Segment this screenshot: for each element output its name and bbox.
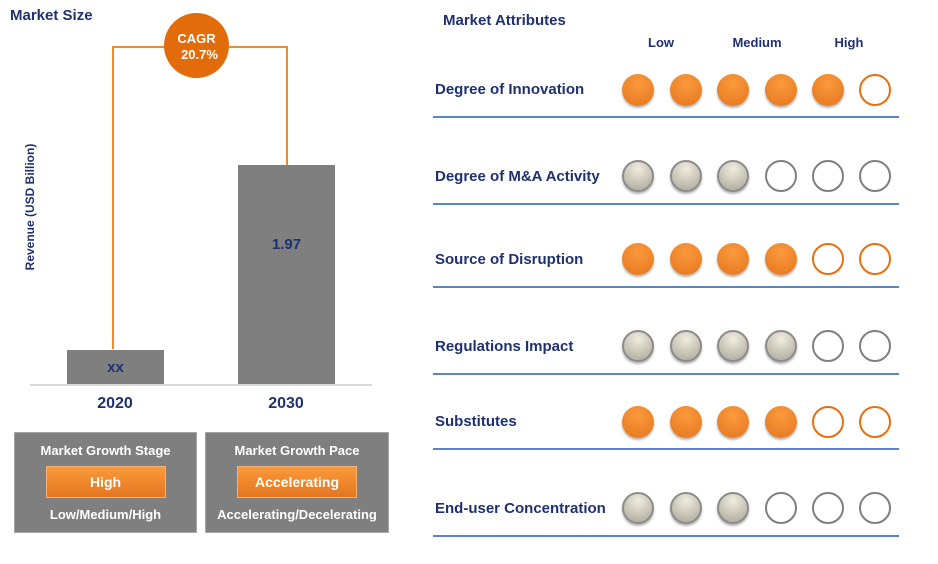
attribute-label: Degree of M&A Activity [435,168,600,185]
empty-rating-dot-icon [859,243,891,275]
filled-rating-dot-icon [717,330,749,362]
empty-rating-dot-icon [859,406,891,438]
cagr-connector-right [286,46,288,165]
filled-rating-dot-icon [765,406,797,438]
row-divider [433,203,899,205]
filled-rating-dot-icon [717,406,749,438]
empty-rating-dot-icon [812,492,844,524]
filled-rating-dot-icon [717,243,749,275]
empty-rating-dot-icon [765,492,797,524]
empty-rating-dot-icon [859,160,891,192]
empty-rating-dot-icon [765,160,797,192]
empty-rating-dot-icon [859,492,891,524]
row-divider [433,373,899,375]
attribute-label: Substitutes [435,413,517,430]
filled-rating-dot-icon [670,492,702,524]
empty-rating-dot-icon [859,330,891,362]
filled-rating-dot-icon [622,492,654,524]
row-divider [433,535,899,537]
row-divider [433,286,899,288]
market-size-title: Market Size [10,7,93,24]
column-high: High [834,35,864,50]
attribute-label: Regulations Impact [435,338,574,355]
filled-rating-dot-icon [670,160,702,192]
x-tick-2020: 2020 [97,395,133,412]
empty-rating-dot-icon [859,74,891,106]
market-attributes-title: Market Attributes [443,12,566,29]
filled-rating-dot-icon [670,74,702,106]
bar-value-label: xx [107,359,124,376]
attribute-label: Source of Disruption [435,251,584,268]
empty-rating-dot-icon [812,406,844,438]
empty-rating-dot-icon [812,330,844,362]
filled-rating-dot-icon [765,74,797,106]
row-divider [433,116,899,118]
cagr-value: 20.7% [181,47,218,62]
filled-rating-dot-icon [622,160,654,192]
cagr-label: CAGR [177,31,216,46]
growth-pace-scale: Accelerating/Decelerating [217,507,377,522]
growth-stage-scale: Low/Medium/High [49,507,162,522]
x-tick-2030: 2030 [268,395,304,412]
empty-rating-dot-icon [812,160,844,192]
growth-stage-box: Market Growth Stage High Low/Medium/High [14,432,197,533]
growth-pace-heading: Market Growth Pace [234,443,360,458]
row-divider [433,448,899,450]
bar-chart: xx 1.97 [0,0,400,564]
x-axis [30,384,372,386]
empty-rating-dot-icon [812,243,844,275]
filled-rating-dot-icon [765,330,797,362]
filled-rating-dot-icon [717,492,749,524]
filled-rating-dot-icon [622,74,654,106]
filled-rating-dot-icon [717,74,749,106]
growth-pace-value: Accelerating [237,466,357,498]
filled-rating-dot-icon [670,243,702,275]
growth-pace-box: Market Growth Pace Accelerating Accelera… [205,432,389,533]
growth-stage-value: High [45,466,166,498]
filled-rating-dot-icon [765,243,797,275]
bar-2030: 1.97 [238,165,335,384]
cagr-connector-left [112,46,114,349]
filled-rating-dot-icon [622,406,654,438]
bar-value-label: 1.97 [271,236,302,253]
filled-rating-dot-icon [670,406,702,438]
filled-rating-dot-icon [812,74,844,106]
column-medium: Medium [732,35,782,50]
filled-rating-dot-icon [622,330,654,362]
filled-rating-dot-icon [670,330,702,362]
attribute-label: End-user Concentration [435,500,606,517]
filled-rating-dot-icon [717,160,749,192]
cagr-badge: CAGR 20.7% [164,13,229,78]
growth-stage-heading: Market Growth Stage [40,443,171,458]
attribute-label: Degree of Innovation [435,81,585,98]
bar-2020: xx [67,350,164,384]
filled-rating-dot-icon [622,243,654,275]
column-low: Low [648,35,674,50]
